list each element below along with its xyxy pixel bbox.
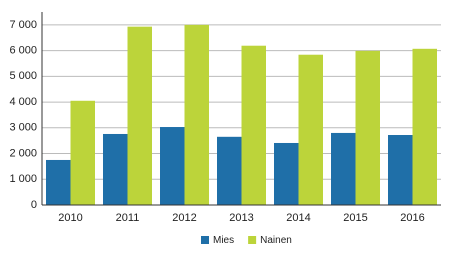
bar xyxy=(217,136,242,205)
x-tick-label: 2010 xyxy=(58,212,82,224)
bar xyxy=(103,133,128,205)
bar xyxy=(412,48,437,205)
bar xyxy=(184,24,209,205)
bar xyxy=(331,132,356,205)
y-tick-label: 0 xyxy=(31,199,37,211)
bar xyxy=(160,127,185,205)
y-tick-label: 6 000 xyxy=(9,45,37,57)
bar xyxy=(274,142,299,205)
y-tick-label: 3 000 xyxy=(9,122,37,134)
x-tick-label: 2014 xyxy=(286,212,310,224)
x-tick-label: 2011 xyxy=(116,212,140,224)
legend-swatch xyxy=(248,236,257,244)
y-tick-label: 2 000 xyxy=(9,147,37,159)
legend-label: Nainen xyxy=(260,235,292,246)
bar xyxy=(355,50,380,206)
legend-label: Mies xyxy=(213,235,234,246)
y-tick-label: 7 000 xyxy=(9,19,37,31)
y-tick-label: 4 000 xyxy=(9,96,37,108)
x-tick-label: 2012 xyxy=(172,212,196,224)
x-tick-label: 2015 xyxy=(343,212,367,224)
legend-swatch xyxy=(201,236,209,244)
bar xyxy=(298,54,323,206)
bar xyxy=(241,45,266,206)
bar xyxy=(388,135,413,205)
bar xyxy=(70,100,95,205)
y-tick-label: 5 000 xyxy=(9,70,37,82)
bar xyxy=(127,26,152,205)
x-tick-label: 2016 xyxy=(400,212,424,224)
x-tick-label: 2013 xyxy=(229,212,253,224)
y-tick-label: 1 000 xyxy=(9,173,37,185)
bar xyxy=(46,159,71,205)
